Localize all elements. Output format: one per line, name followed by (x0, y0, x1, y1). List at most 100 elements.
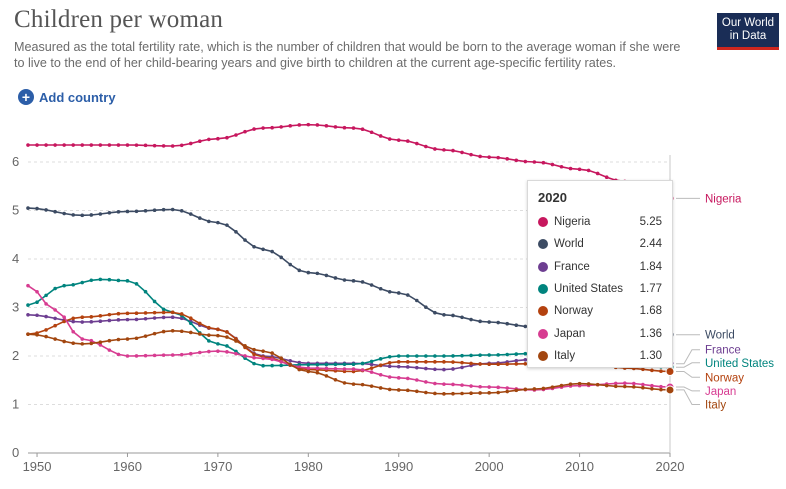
data-point-nigeria (433, 147, 437, 151)
data-point-japan (143, 353, 148, 358)
data-point-italy (559, 383, 564, 388)
data-point-italy (396, 388, 401, 392)
data-point-nigeria (198, 139, 202, 144)
tooltip-series-name: World (554, 238, 584, 251)
data-point-world (207, 219, 211, 224)
data-point-japan (26, 283, 30, 288)
data-point-nigeria (261, 126, 265, 130)
data-point-france (134, 317, 139, 322)
data-point-japan (451, 382, 455, 387)
data-point-united-states (279, 363, 283, 368)
tooltip-series-value: 5.25 (639, 216, 662, 229)
add-country-label: Add country (39, 89, 116, 105)
data-point-japan (505, 386, 510, 390)
series-color-dot (538, 284, 548, 295)
data-point-united-states (216, 342, 220, 346)
end-label-united-states: United States (705, 358, 774, 370)
data-point-italy (107, 338, 112, 343)
end-label-nigeria: Nigeria (705, 193, 742, 205)
data-point-united-states (360, 361, 365, 366)
data-point-japan (433, 381, 437, 386)
data-point-italy (288, 362, 293, 367)
data-point-nigeria (514, 158, 519, 163)
add-country-button[interactable]: + Add country (18, 88, 116, 106)
series-color-dot (538, 261, 548, 272)
data-point-italy (62, 339, 66, 344)
data-point-france (451, 367, 455, 371)
data-point-nigeria (595, 171, 600, 176)
data-point-nigeria (369, 130, 374, 135)
data-point-italy (315, 370, 320, 375)
data-point-nigeria (460, 150, 464, 155)
data-point-nigeria (35, 143, 39, 147)
data-point-nigeria (351, 126, 356, 130)
data-point-norway (53, 323, 57, 328)
data-point-world (143, 208, 148, 213)
data-point-nigeria (243, 129, 247, 134)
data-point-world (216, 220, 220, 225)
tooltip-series-value: 1.36 (639, 327, 662, 340)
data-point-norway (396, 360, 401, 364)
series-color-dot (538, 306, 548, 317)
data-point-world (378, 286, 383, 291)
data-point-world (170, 207, 175, 212)
data-point-norway (44, 328, 48, 332)
data-point-italy (387, 387, 392, 392)
data-point-nigeria (586, 168, 591, 173)
data-point-world (152, 208, 157, 213)
data-point-norway (225, 330, 229, 334)
data-point-japan (161, 353, 166, 357)
data-point-nigeria (288, 124, 293, 128)
data-point-norway (415, 360, 419, 364)
data-point-italy (351, 382, 356, 386)
data-point-norway (107, 312, 112, 317)
data-point-italy (26, 332, 30, 336)
data-point-world (53, 209, 57, 214)
data-point-united-states (469, 353, 473, 358)
data-point-italy (44, 334, 48, 339)
data-point-france (170, 315, 175, 320)
tooltip-row: Japan 1.36 (538, 322, 662, 344)
data-point-japan (641, 382, 645, 387)
data-point-nigeria (98, 143, 103, 147)
data-point-world (505, 321, 510, 326)
tooltip-row: Italy 1.30 (538, 345, 662, 367)
data-point-united-states (478, 353, 482, 357)
series-color-dot (538, 328, 548, 339)
data-point-norway (405, 360, 410, 364)
data-point-world (360, 280, 365, 284)
data-point-japan (496, 385, 500, 390)
owid-logo[interactable]: Our World in Data (717, 13, 779, 50)
data-point-world (279, 255, 283, 260)
data-point-united-states (134, 282, 139, 286)
data-point-norway (179, 312, 184, 316)
data-point-italy (613, 384, 618, 389)
data-point-world (315, 271, 320, 276)
data-point-nigeria (315, 123, 320, 127)
data-point-world (161, 207, 166, 212)
end-label-world: World (705, 330, 735, 342)
data-point-nigeria (415, 141, 419, 146)
data-point-italy (378, 386, 383, 390)
data-point-italy (442, 392, 446, 396)
x-tick-label: 1990 (384, 459, 413, 474)
data-point-japan (351, 367, 356, 371)
data-point-france (460, 365, 464, 370)
data-point-world (297, 268, 302, 273)
data-point-world (514, 323, 519, 328)
data-point-nigeria (451, 148, 455, 153)
data-point-italy (89, 341, 94, 346)
logo-line-2: in Data (729, 30, 767, 42)
data-point-world (478, 319, 482, 324)
data-point-norway (523, 362, 528, 366)
data-point-nigeria (424, 144, 428, 149)
data-point-norway (514, 362, 519, 366)
data-point-japan (134, 354, 139, 358)
data-point-japan (80, 337, 85, 341)
data-point-nigeria (116, 143, 121, 147)
data-point-japan (405, 376, 410, 381)
data-point-united-states (107, 277, 112, 282)
data-point-united-states (89, 278, 94, 283)
data-point-united-states (188, 321, 193, 326)
data-point-nigeria (559, 164, 564, 169)
